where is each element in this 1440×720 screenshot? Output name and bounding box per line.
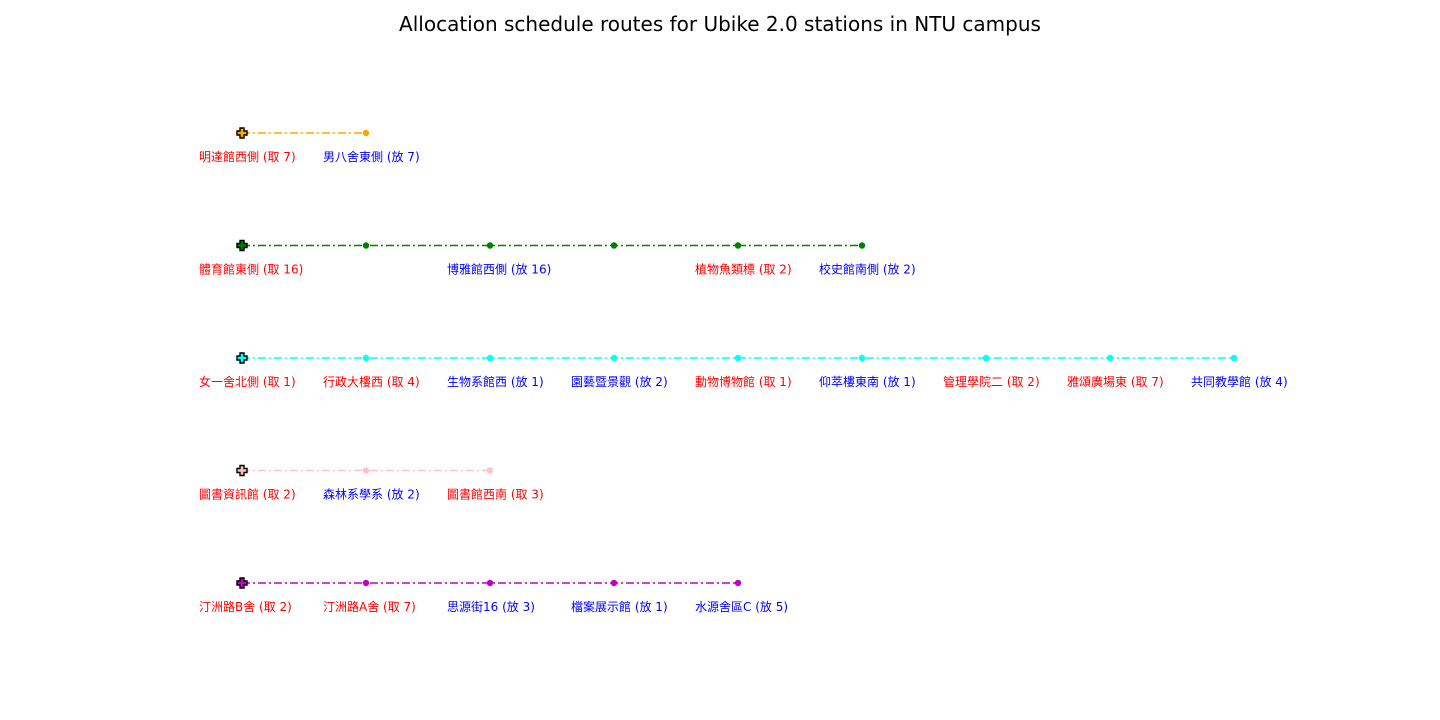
stop-label: 體育館東側 (取 16) [199,262,303,277]
stop-marker [486,354,494,362]
stop-label: 圖書資訊館 (取 2) [199,487,296,502]
chart-title: Allocation schedule routes for Ubike 2.0… [399,12,1041,36]
stop-marker [486,242,494,249]
stop-marker [982,354,990,362]
stop-label: 共同教學館 (放 4) [1191,374,1288,389]
start-marker [236,352,248,364]
start-marker [236,239,248,252]
stop-marker [362,129,370,137]
stop-label: 檔案展示館 (放 1) [571,599,668,614]
stop-label: 園藝暨景觀 (放 2) [571,374,668,389]
stop-label: 水源舍區C (放 5) [695,599,788,614]
stop-marker [734,579,742,587]
stop-label: 植物魚類標 (取 2) [695,262,792,277]
stop-marker [1106,354,1114,362]
stop-label: 仰萃樓東南 (放 1) [819,374,916,389]
stop-label: 管理學院二 (取 2) [943,374,1040,389]
route-2: 體育館東側 (取 16) 博雅館西側 (放 16) 植物魚類標 (取 2) 校史館南側… [199,239,916,277]
stop-marker [362,242,370,249]
stop-marker [858,354,866,362]
stop-label: 校史館南側 (放 2) [819,262,916,277]
stop-label: 行政大樓西 (取 4) [323,374,420,389]
route-4: 圖書資訊館 (取 2) 森林系學系 (放 2) 圖書館西南 (取 3) [199,464,544,502]
stop-label: 思源街16 (放 3) [447,599,535,614]
stop-label: 生物系館西 (放 1) [447,374,544,389]
stop-marker [610,579,618,587]
start-marker [236,464,248,477]
stop-label: 男八舍東側 (放 7) [323,149,420,164]
stop-marker [486,467,494,474]
stop-label: 博雅館西側 (放 16) [447,262,551,277]
route-1: 明達館西側 (取 7) 男八舍東側 (放 7) [199,127,420,164]
stop-label: 汀洲路A舍 (取 7) [323,599,416,614]
route-5: 汀洲路B舍 (取 2) 汀洲路A舍 (取 7) 思源街16 (放 3) 檔案展示館 (… [199,577,788,614]
stop-marker [486,579,494,587]
stop-label: 明達館西側 (取 7) [199,149,296,164]
stop-marker [858,242,866,249]
route-3: 女一舍北側 (取 1) 行政大樓西 (取 4) 生物系館西 (放 1) 園藝暨景觀 (… [199,352,1288,389]
stop-label: 雅頌廣場東 (取 7) [1067,374,1164,389]
stop-marker [610,354,618,362]
start-marker [236,577,248,589]
stop-marker [610,242,618,249]
stop-marker [1230,354,1238,362]
stop-label: 森林系學系 (放 2) [323,487,420,502]
stop-marker [362,354,370,362]
stop-marker [734,242,742,249]
stop-marker [362,579,370,587]
start-marker [236,127,248,139]
stop-label: 動物博物館 (取 1) [695,374,792,389]
routes-layer: 明達館西側 (取 7) 男八舍東側 (放 7) 體育館東側 (取 16) 博雅館西側 … [199,127,1288,614]
stop-marker [734,354,742,362]
stop-label: 女一舍北側 (取 1) [199,374,296,389]
stop-label: 汀洲路B舍 (取 2) [199,599,292,614]
stop-label: 圖書館西南 (取 3) [447,487,544,502]
stop-marker [362,467,370,474]
